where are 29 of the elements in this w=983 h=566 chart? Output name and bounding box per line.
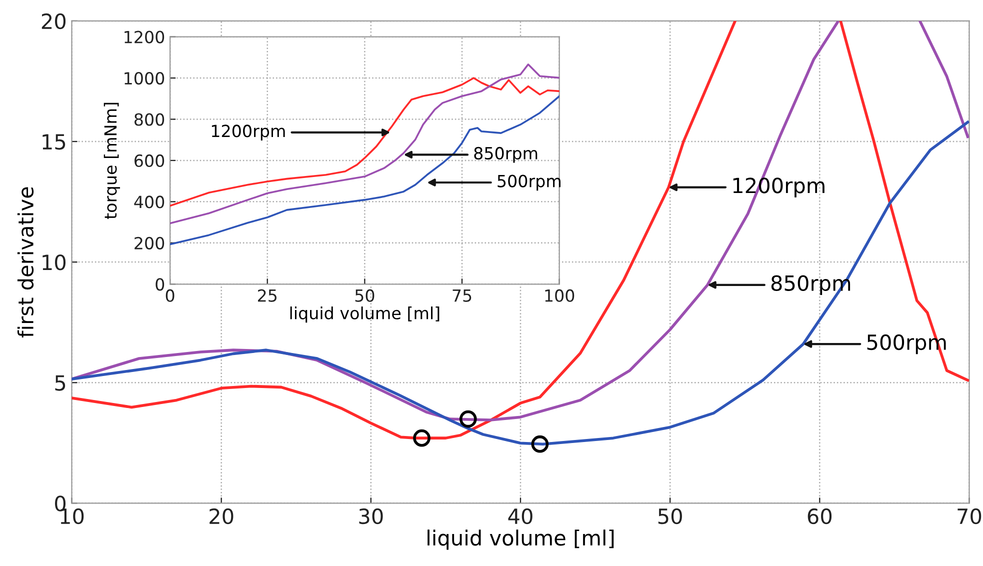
x-tick-label: 70	[958, 508, 982, 524]
annotation: 1200rpm	[212, 124, 285, 140]
x-tick-label: 0	[166, 289, 174, 302]
x-axis-title: liquid volume [ml]	[290, 306, 440, 323]
x-axis-title: liquid volume [ml]	[428, 530, 614, 550]
x-tick-label: 25	[258, 289, 277, 302]
x-tick-label: 50	[355, 289, 374, 302]
x-tick-label: 60	[808, 508, 832, 524]
annotation: 500rpm	[498, 174, 560, 191]
annotation: 850rpm	[474, 146, 538, 163]
y-tick-label: 1000	[124, 72, 164, 85]
x-tick-label: 50	[658, 508, 682, 524]
x-tick-label: 30	[359, 508, 383, 524]
y-tick-label: 800	[134, 113, 164, 126]
x-tick-label: 40	[508, 508, 532, 524]
y-tick-label: 20	[42, 13, 66, 30]
x-tick-label: 20	[210, 508, 234, 524]
y-tick-label: 0	[156, 278, 164, 291]
y-tick-label: 1200	[124, 30, 164, 44]
y-tick-label: 15	[42, 134, 66, 150]
y-tick-label: 200	[134, 236, 164, 250]
y-tick-label: 5	[55, 375, 66, 391]
y-tick-label: 600	[134, 154, 164, 168]
y-tick-label: 400	[134, 196, 164, 208]
y-axis-title: torque [mNm]	[104, 102, 120, 219]
y-tick-label: 10	[42, 254, 66, 270]
x-tick-label: 100	[545, 289, 574, 302]
y-axis-title: first derivative	[17, 187, 34, 338]
x-tick-label: 75	[452, 290, 472, 302]
